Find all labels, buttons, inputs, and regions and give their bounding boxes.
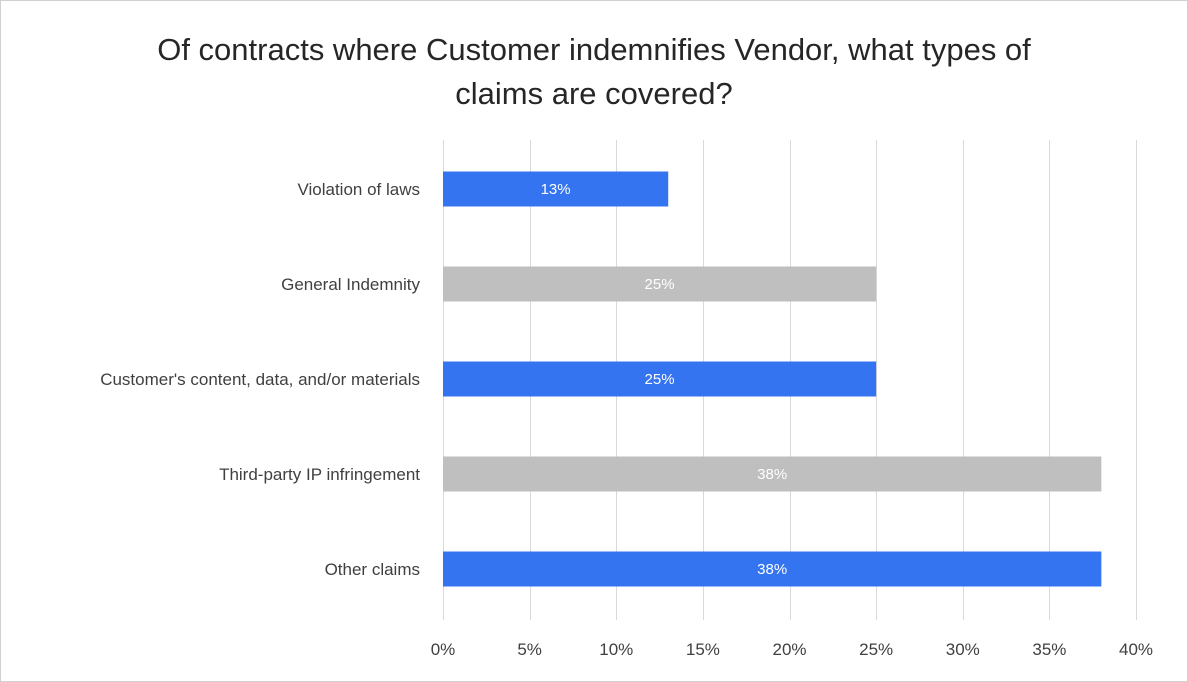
- x-tick-label: 40%: [1119, 640, 1153, 659]
- category-label: Violation of laws: [297, 180, 420, 199]
- bar-data-label: 25%: [645, 371, 675, 388]
- x-tick-label: 35%: [1032, 640, 1066, 659]
- x-tick-label: 20%: [772, 640, 806, 659]
- category-label: Third-party IP infringement: [219, 465, 420, 484]
- bar: [443, 551, 1102, 587]
- x-tick-label: 0%: [431, 640, 456, 659]
- bars: 13% 25% 25% 38% 38%: [443, 171, 1102, 587]
- x-tick-label: 30%: [946, 640, 980, 659]
- chart-title-line-2: claims are covered?: [455, 76, 733, 111]
- bar-data-label: 25%: [645, 276, 675, 293]
- chart-title-line-1: Of contracts where Customer indemnifies …: [157, 32, 1031, 67]
- bar-data-label: 38%: [757, 561, 787, 578]
- bar: [443, 361, 877, 397]
- chart-title: Of contracts where Customer indemnifies …: [0, 28, 1188, 116]
- bar-data-label: 13%: [541, 181, 571, 198]
- category-labels: Violation of laws General Indemnity Custom…: [100, 180, 420, 579]
- bar: [443, 456, 1102, 492]
- x-tick-labels: 0% 5% 10% 15% 20% 25% 30% 35% 40%: [431, 640, 1153, 659]
- x-tick-label: 15%: [686, 640, 720, 659]
- x-tick-label: 25%: [859, 640, 893, 659]
- category-label: General Indemnity: [281, 275, 420, 294]
- category-label: Customer's content, data, and/or materia…: [100, 370, 420, 389]
- x-tick-label: 5%: [517, 640, 542, 659]
- category-label: Other claims: [325, 560, 420, 579]
- bar-data-label: 38%: [757, 466, 787, 483]
- x-tick-label: 10%: [599, 640, 633, 659]
- bar: [443, 266, 877, 302]
- bar: [443, 171, 669, 207]
